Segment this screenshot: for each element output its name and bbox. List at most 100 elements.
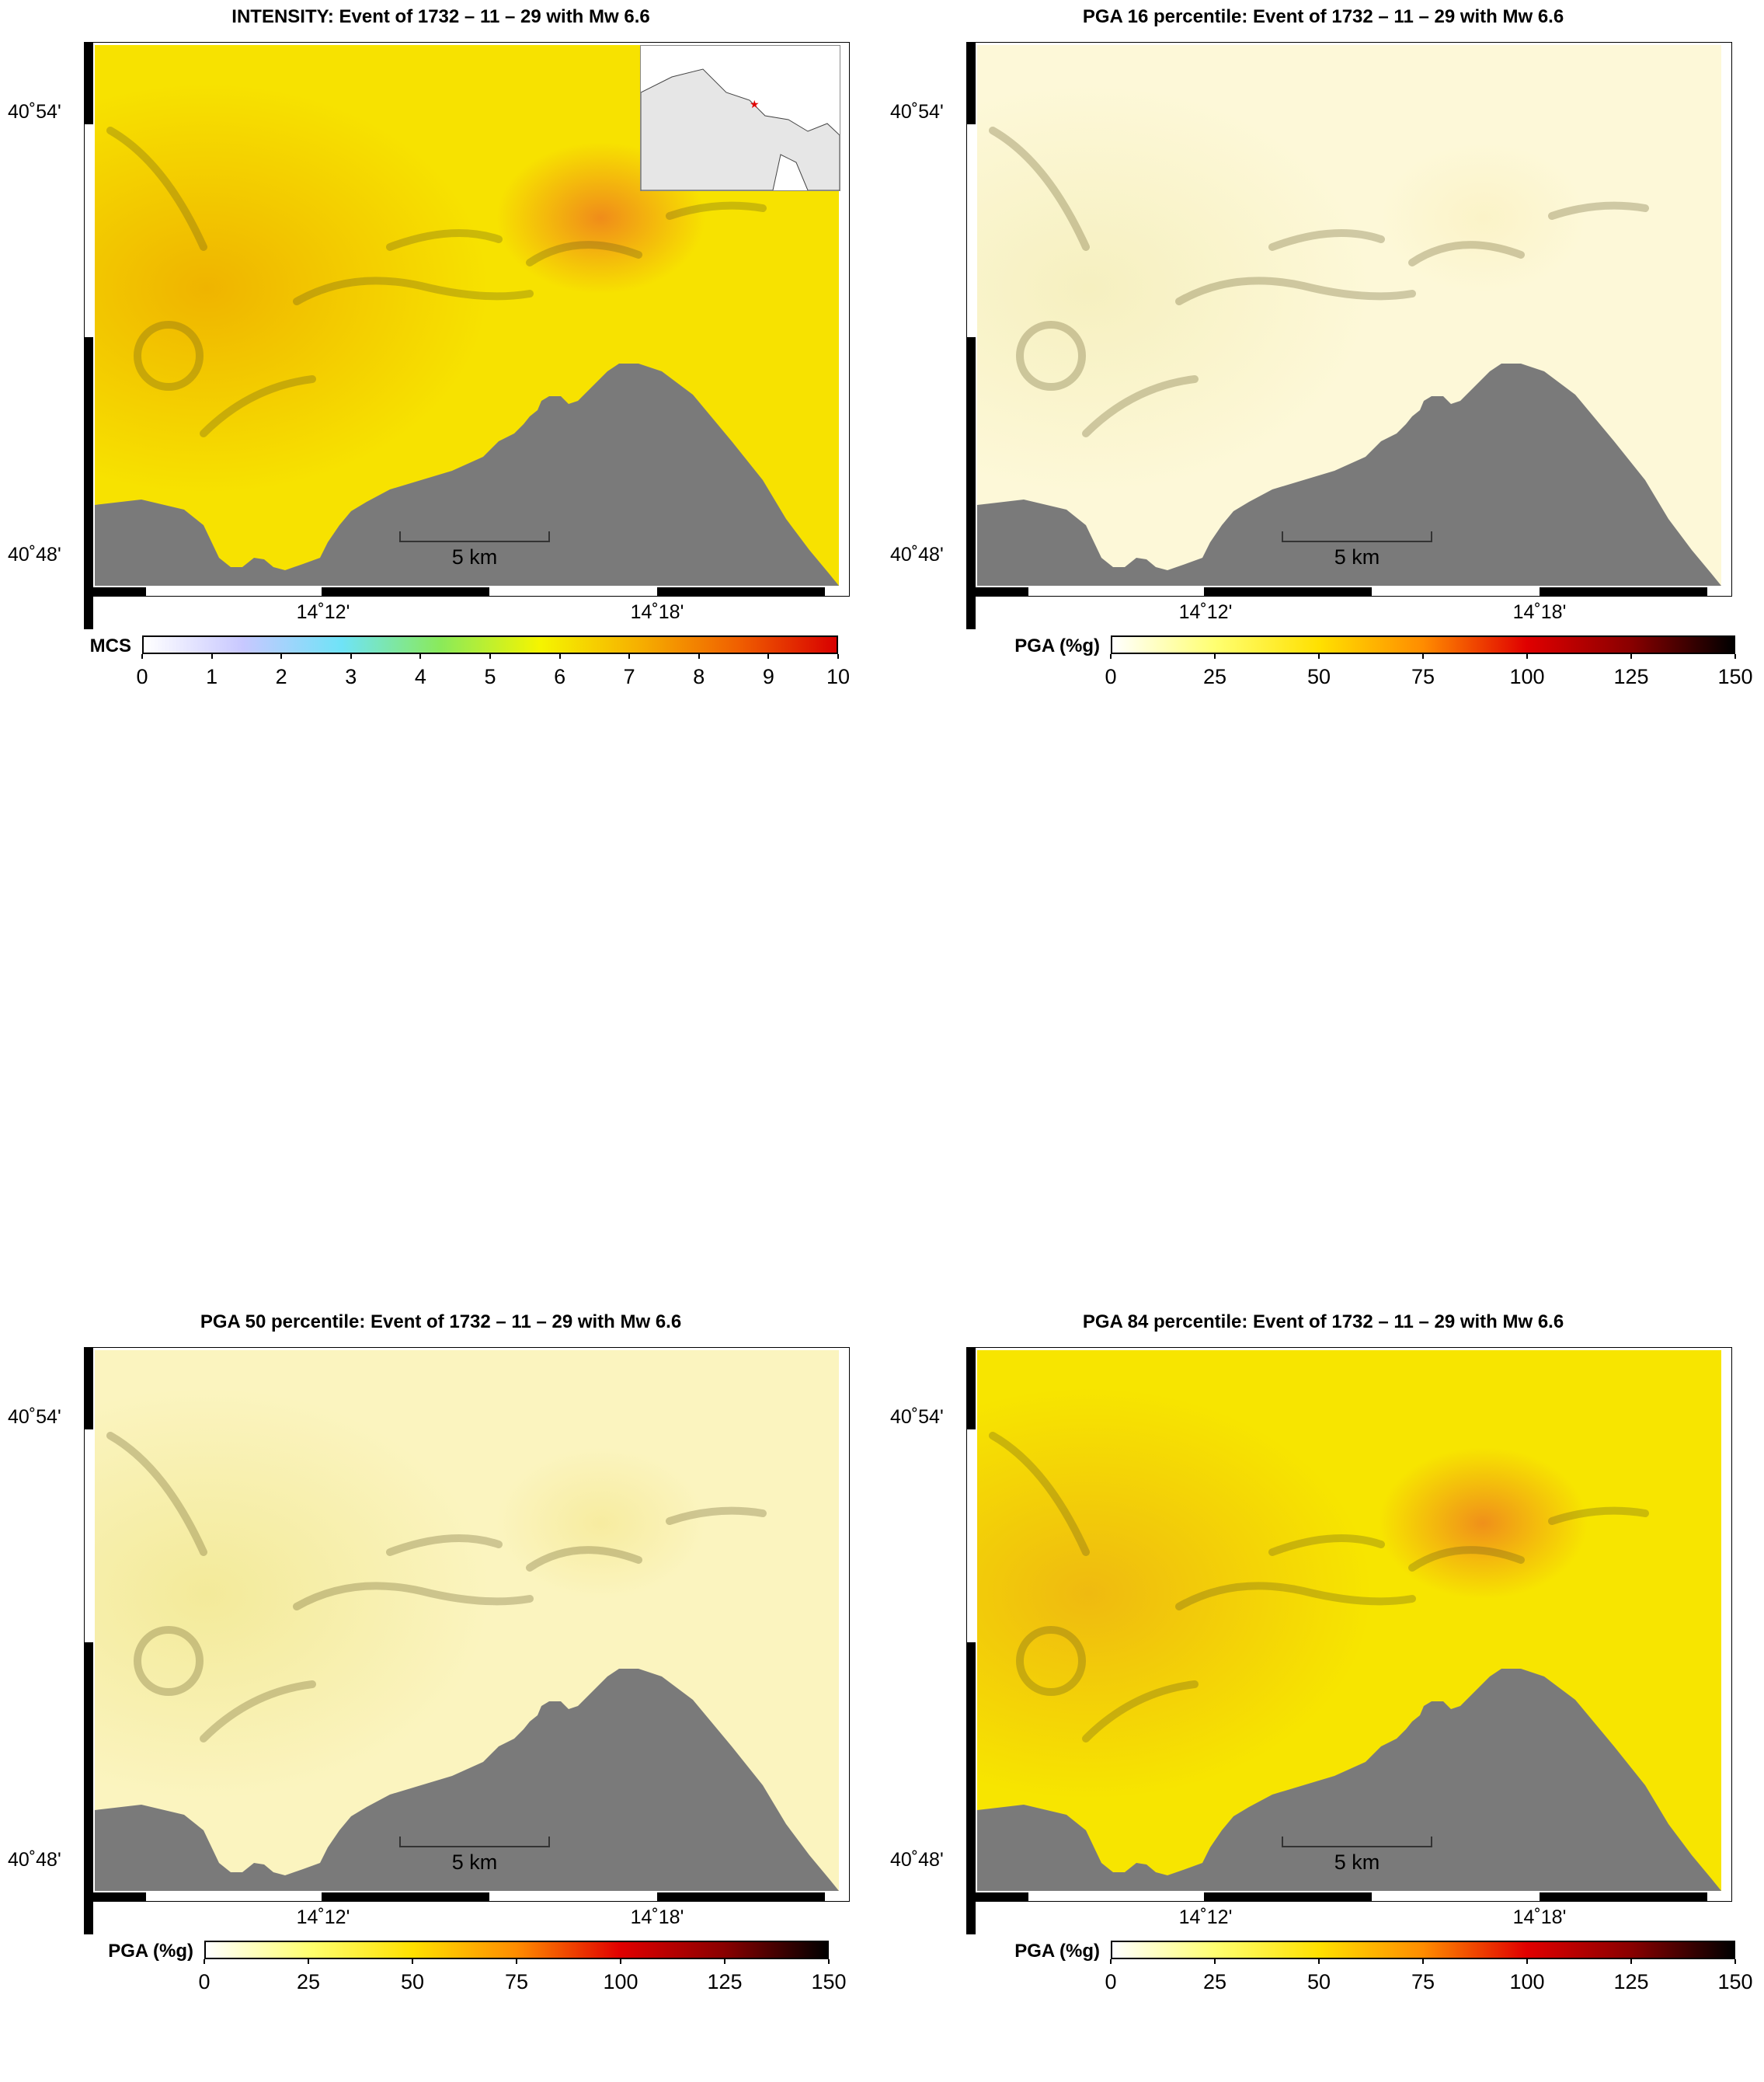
relief-ridges <box>106 1432 767 1743</box>
colorbar-tick-mark <box>308 1959 309 1964</box>
sea <box>95 364 839 586</box>
panel-title: INTENSITY: Event of 1732 – 11 – 29 with … <box>231 6 650 27</box>
lon-frame-segment <box>657 1892 825 1902</box>
lat-label-top: 40˚54' <box>8 101 61 123</box>
colorbar-tick-mark <box>558 654 561 659</box>
lat-frame-segment <box>966 42 976 124</box>
lat-label-top: 40˚54' <box>890 101 944 123</box>
lon-frame-segment <box>1204 1892 1372 1902</box>
lat-label-bottom: 40˚48' <box>8 1849 61 1871</box>
lon-label-right: 14˚18' <box>630 1906 684 1928</box>
scale-bar <box>399 531 550 542</box>
colorbar-tick-label: 0 <box>1105 665 1117 688</box>
lon-frame-segment <box>84 587 146 597</box>
colorbar-tick-label: 125 <box>1613 665 1649 688</box>
colorbar-tick-label: 2 <box>275 665 287 688</box>
map-area <box>977 1350 1721 1891</box>
map-area <box>977 45 1721 586</box>
lon-label-left: 14˚12' <box>296 601 350 623</box>
lat-label-bottom: 40˚48' <box>8 544 61 566</box>
lat-label-bottom: 40˚48' <box>890 1849 944 1871</box>
scale-bar-label: 5 km <box>1334 1850 1380 1874</box>
lat-label-top: 40˚54' <box>890 1406 944 1428</box>
map-panel-pga84: PGA 84 percentile: Event of 1732 – 11 – … <box>882 1305 1764 2082</box>
scale-bar <box>1282 531 1432 542</box>
colorbar <box>204 1941 829 1959</box>
colorbar-tick-label: 75 <box>1411 1970 1435 1993</box>
colorbar-tick-mark <box>280 654 283 659</box>
map-panel-pga50: PGA 50 percentile: Event of 1732 – 11 – … <box>0 1305 882 2082</box>
colorbar-tick-label: 9 <box>762 665 774 688</box>
colorbar-label: PGA (%g) <box>108 1941 193 1962</box>
colorbar-tick-mark <box>1630 654 1632 659</box>
colorbar-tick-mark <box>204 1959 205 1964</box>
sea <box>977 364 1721 586</box>
colorbar-tick-label: 25 <box>296 1970 321 1993</box>
lon-frame-segment <box>966 587 1028 597</box>
colorbar-tick-mark <box>698 654 700 659</box>
scale-bar-label: 5 km <box>1334 545 1380 569</box>
colorbar <box>142 635 838 654</box>
lat-frame-segment <box>966 1347 976 1429</box>
panel-title: PGA 84 percentile: Event of 1732 – 11 – … <box>1082 1311 1564 1332</box>
colorbar-tick-label: 25 <box>1202 665 1227 688</box>
colorbar-tick-label: 75 <box>1411 665 1435 688</box>
relief-ridges <box>106 127 767 437</box>
colorbar-tick-mark <box>1526 1959 1528 1964</box>
lon-frame-segment <box>657 587 825 597</box>
lon-frame-segment <box>1204 587 1372 597</box>
panel-title: PGA 50 percentile: Event of 1732 – 11 – … <box>200 1311 682 1332</box>
colorbar-tick-label: 75 <box>504 1970 529 1993</box>
colorbar-tick-mark <box>767 654 770 659</box>
lat-frame-segment <box>84 1347 93 1429</box>
panel-title: PGA 16 percentile: Event of 1732 – 11 – … <box>1082 6 1564 27</box>
colorbar-tick-label: 50 <box>1306 665 1331 688</box>
colorbar-tick-label: 8 <box>693 665 705 688</box>
lon-frame-segment <box>1540 587 1707 597</box>
colorbar-tick-mark <box>837 654 839 659</box>
lat-frame-segment <box>84 1642 93 1934</box>
colorbar-tick-mark <box>1734 654 1736 659</box>
map-panel-intensity: INTENSITY: Event of 1732 – 11 – 29 with … <box>0 0 882 777</box>
colorbar-label: MCS <box>89 635 131 656</box>
colorbar-tick-mark <box>1422 1959 1424 1964</box>
relief-ridges <box>989 127 1649 437</box>
colorbar-tick-label: 150 <box>1717 665 1753 688</box>
sea <box>977 1669 1721 1891</box>
colorbar-tick-mark <box>1110 654 1112 659</box>
colorbar-tick-mark <box>1214 654 1216 659</box>
colorbar-tick-mark <box>350 654 352 659</box>
colorbar-tick-label: 125 <box>1613 1970 1649 1993</box>
colorbar <box>1111 635 1735 654</box>
lon-frame-segment <box>322 1892 489 1902</box>
colorbar-tick-mark <box>489 654 491 659</box>
colorbar-tick-mark <box>1422 654 1424 659</box>
locator-inset-map: ★ <box>640 45 840 191</box>
lon-frame-segment <box>84 1892 146 1902</box>
map-panel-pga16: PGA 16 percentile: Event of 1732 – 11 – … <box>882 0 1764 777</box>
lon-label-right: 14˚18' <box>1512 601 1567 623</box>
sea <box>95 1669 839 1891</box>
colorbar-tick-label: 100 <box>603 1970 638 1993</box>
scale-bar-label: 5 km <box>451 1850 498 1874</box>
colorbar-tick-mark <box>1734 1959 1736 1964</box>
lat-frame-segment <box>84 42 93 124</box>
colorbar-tick-label: 100 <box>1509 665 1545 688</box>
colorbar-tick-label: 1 <box>206 665 218 688</box>
colorbar-tick-label: 3 <box>345 665 357 688</box>
colorbar-tick-mark <box>724 1959 725 1964</box>
lat-frame-segment <box>966 337 976 629</box>
lon-label-left: 14˚12' <box>1178 1906 1233 1928</box>
colorbar-tick-label: 50 <box>400 1970 425 1993</box>
lon-label-left: 14˚12' <box>296 1906 350 1928</box>
lat-frame-segment <box>84 337 93 629</box>
lon-frame-segment <box>966 1892 1028 1902</box>
colorbar-tick-label: 150 <box>811 1970 847 1993</box>
colorbar-tick-mark <box>1110 1959 1112 1964</box>
lon-frame-segment <box>322 587 489 597</box>
lon-label-right: 14˚18' <box>1512 1906 1567 1928</box>
colorbar <box>1111 1941 1735 1959</box>
colorbar-tick-label: 0 <box>198 1970 210 1993</box>
scale-bar <box>1282 1837 1432 1847</box>
colorbar-tick-label: 10 <box>826 665 851 688</box>
